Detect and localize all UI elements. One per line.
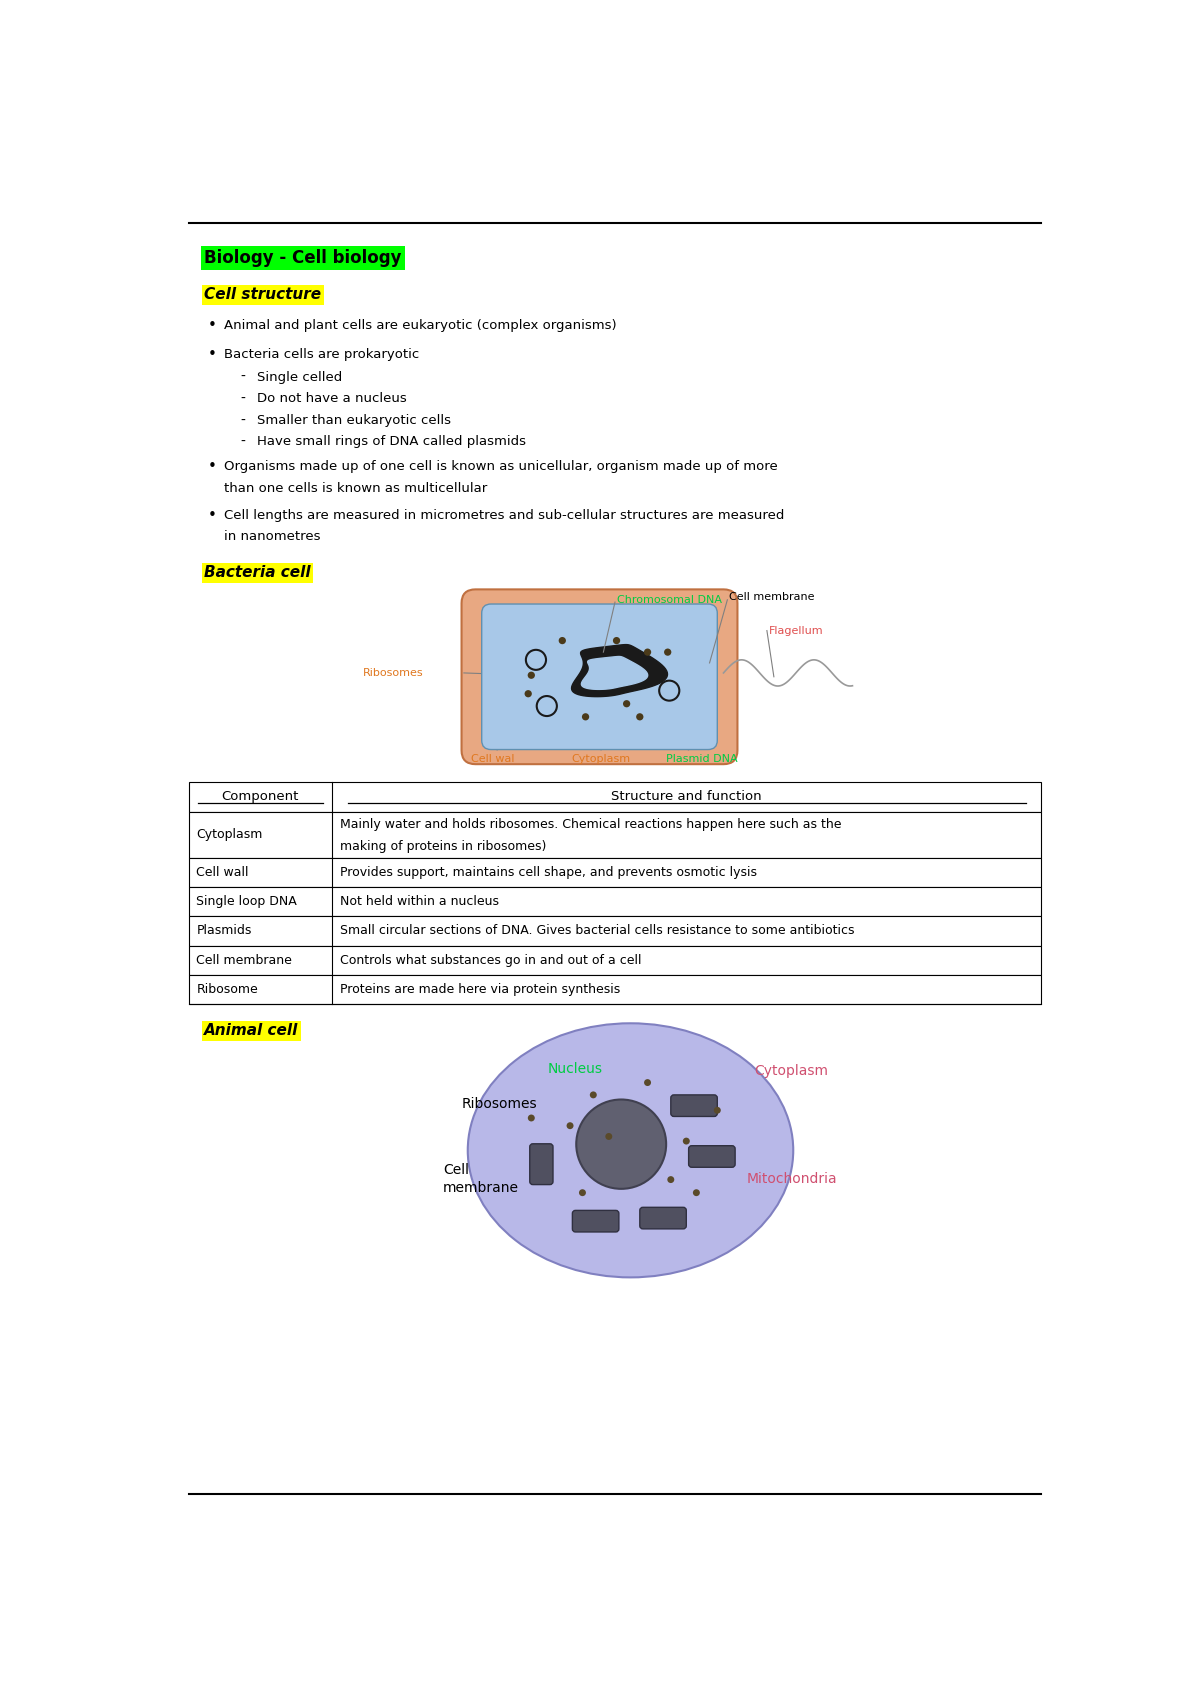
Circle shape [613,638,620,644]
Text: Cell lengths are measured in micrometres and sub-cellular structures are measure: Cell lengths are measured in micrometres… [223,508,784,522]
Text: Cytoplasm: Cytoplasm [571,755,631,765]
Circle shape [692,1190,700,1197]
Text: Proteins are made here via protein synthesis: Proteins are made here via protein synth… [340,983,620,996]
Text: Single loop DNA: Single loop DNA [197,896,298,908]
Circle shape [590,1091,596,1098]
Circle shape [566,1122,574,1129]
Text: Cell structure: Cell structure [204,287,322,303]
Text: Bacteria cells are prokaryotic: Bacteria cells are prokaryotic [223,348,419,360]
Text: Cell membrane: Cell membrane [728,593,815,602]
Text: Animal cell: Animal cell [204,1023,299,1039]
Text: than one cells is known as multicellular: than one cells is known as multicellular [223,481,487,495]
FancyBboxPatch shape [689,1146,736,1168]
Text: Smaller than eukaryotic cells: Smaller than eukaryotic cells [257,413,451,427]
Text: Cell
membrane: Cell membrane [443,1163,518,1195]
Circle shape [644,1080,652,1086]
Text: Do not have a nucleus: Do not have a nucleus [257,393,407,405]
Text: -: - [240,413,245,427]
Circle shape [605,1132,612,1141]
Text: Controls what substances go in and out of a cell: Controls what substances go in and out o… [340,954,641,967]
Text: Biology - Cell biology: Biology - Cell biology [204,248,402,267]
FancyBboxPatch shape [671,1095,718,1117]
Text: Cytoplasm: Cytoplasm [755,1064,828,1078]
Text: Not held within a nucleus: Not held within a nucleus [340,896,499,908]
Text: •: • [208,459,217,474]
FancyBboxPatch shape [529,1144,553,1185]
Text: -: - [240,391,245,406]
Text: Ribosomes: Ribosomes [364,668,424,678]
Text: Structure and function: Structure and function [611,790,762,804]
Text: Cell membrane: Cell membrane [197,954,293,967]
Text: Ribosome: Ribosome [197,983,258,996]
Circle shape [714,1107,721,1114]
Text: Flagellum: Flagellum [768,626,823,636]
Circle shape [664,648,671,656]
Bar [188,974,1042,1005]
Text: •: • [208,347,217,362]
Text: Chromosomal DNA: Chromosomal DNA [617,595,721,605]
Circle shape [683,1137,690,1144]
Bar [188,887,1042,916]
Text: Ribosomes: Ribosomes [462,1096,538,1112]
Text: Mainly water and holds ribosomes. Chemical reactions happen here such as the: Mainly water and holds ribosomes. Chemic… [340,818,841,831]
Text: Bacteria cell: Bacteria cell [204,566,311,580]
Text: Provides support, maintains cell shape, and prevents osmotic lysis: Provides support, maintains cell shape, … [340,865,757,879]
Circle shape [559,638,566,644]
Bar [188,811,1042,858]
Ellipse shape [468,1023,793,1277]
Text: Single celled: Single celled [257,371,342,384]
Circle shape [528,1115,535,1122]
Circle shape [636,714,643,721]
FancyBboxPatch shape [640,1207,686,1229]
Circle shape [524,690,532,697]
Text: Animal and plant cells are eukaryotic (complex organisms): Animal and plant cells are eukaryotic (c… [223,320,617,332]
Bar [188,916,1042,945]
Text: Component: Component [222,790,299,804]
Text: Small circular sections of DNA. Gives bacterial cells resistance to some antibio: Small circular sections of DNA. Gives ba… [340,925,854,937]
Text: Mitochondria: Mitochondria [746,1171,838,1187]
FancyBboxPatch shape [572,1210,619,1232]
Circle shape [667,1176,674,1183]
Circle shape [576,1100,666,1188]
Text: •: • [208,508,217,522]
FancyBboxPatch shape [481,604,718,750]
Text: Plasmid DNA: Plasmid DNA [666,755,738,765]
Text: -: - [240,435,245,449]
Circle shape [582,714,589,721]
Text: Organisms made up of one cell is known as unicellular, organism made up of more: Organisms made up of one cell is known a… [223,461,778,473]
Bar [188,945,1042,974]
Text: Cell wal: Cell wal [470,755,515,765]
Text: -: - [240,371,245,384]
Circle shape [623,700,630,707]
Text: Cell wall: Cell wall [197,865,250,879]
Polygon shape [581,656,648,690]
Text: •: • [208,318,217,333]
Circle shape [528,672,535,678]
Text: in nanometres: in nanometres [223,530,320,542]
Text: Plasmids: Plasmids [197,925,252,937]
Text: Have small rings of DNA called plasmids: Have small rings of DNA called plasmids [257,435,526,449]
Circle shape [644,648,652,656]
FancyBboxPatch shape [462,590,738,765]
Text: Cytoplasm: Cytoplasm [197,828,263,842]
Bar [188,782,1042,811]
Text: making of proteins in ribosomes): making of proteins in ribosomes) [340,840,546,853]
Circle shape [578,1190,586,1197]
Bar [188,858,1042,887]
Polygon shape [571,644,667,697]
Text: Nucleus: Nucleus [547,1062,602,1076]
